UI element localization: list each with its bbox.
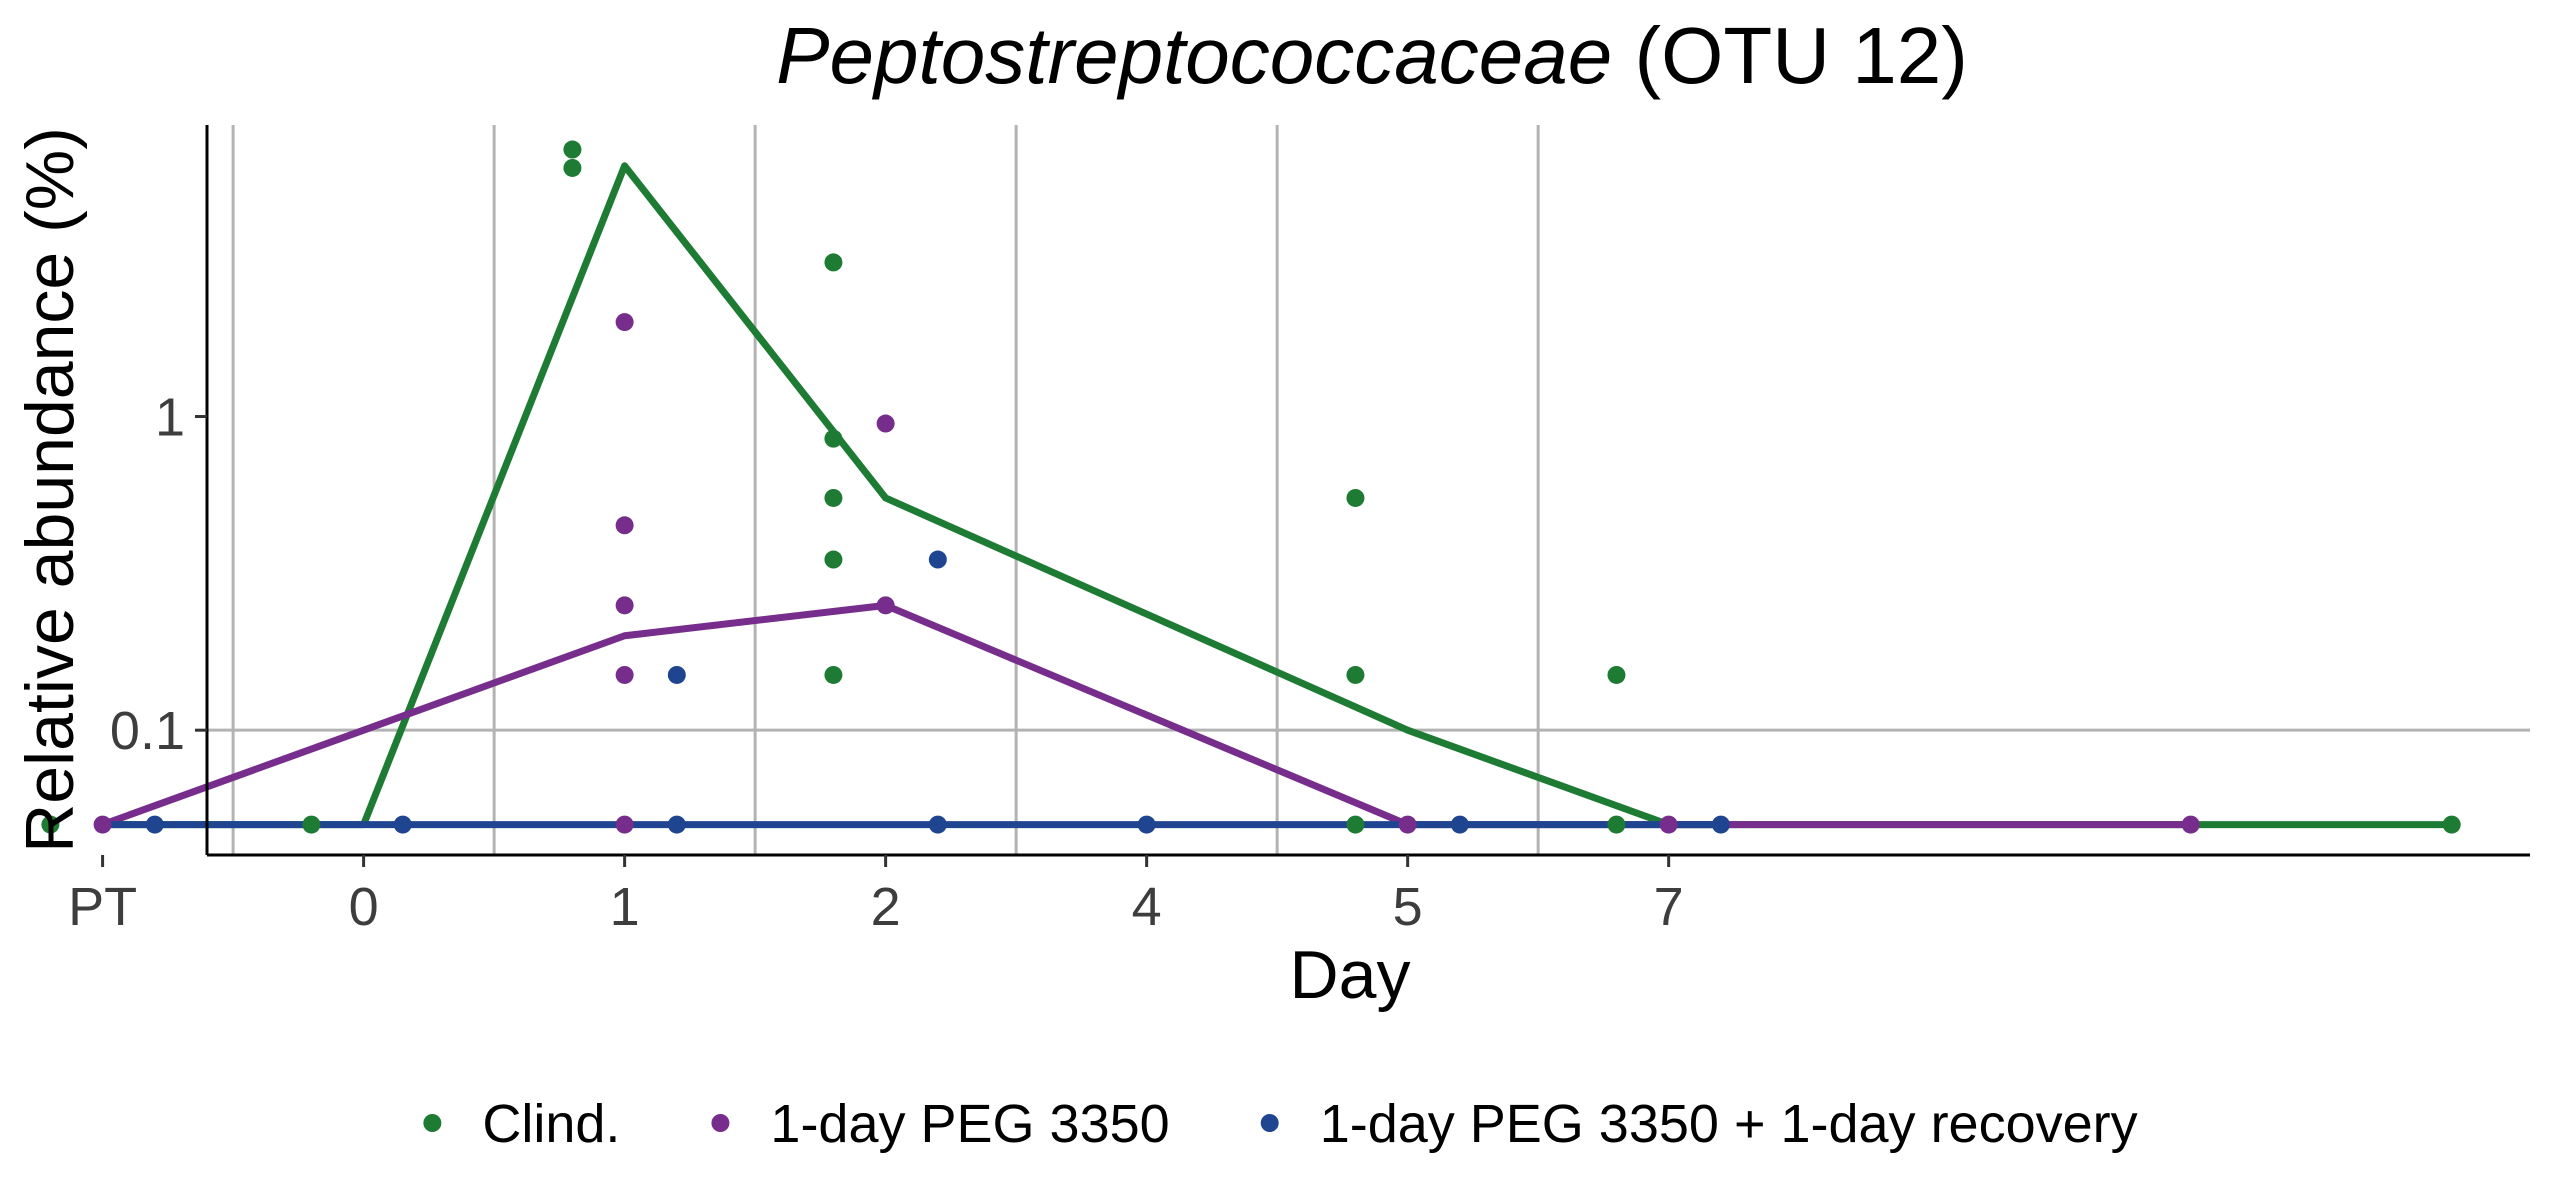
data-point [1607, 665, 1626, 684]
y-tick-label: 1 [155, 388, 185, 448]
data-point [615, 516, 634, 535]
data-point [667, 815, 686, 834]
chart-title-normal: (OTU 12) [1612, 11, 1968, 100]
data-point [876, 596, 895, 615]
data-point [1137, 815, 1156, 834]
data-point [824, 665, 843, 684]
data-point [1398, 815, 1417, 834]
x-axis-title: Day [1290, 937, 1411, 1013]
x-tick-label: 7 [1654, 877, 1684, 937]
data-point [2181, 815, 2200, 834]
x-tick-label: PT [68, 877, 137, 937]
data-point [824, 550, 843, 569]
x-tick-label: 2 [871, 877, 901, 937]
data-point [41, 815, 60, 834]
x-tick-label: 0 [349, 877, 379, 937]
data-point [1711, 815, 1730, 834]
data-point [1607, 815, 1626, 834]
x-tick-label: 5 [1393, 877, 1423, 937]
data-point [2442, 815, 2461, 834]
series-points [41, 140, 2461, 834]
data-point [393, 815, 412, 834]
data-point [563, 140, 582, 159]
data-point [1659, 815, 1678, 834]
chart-title-italic: Peptostreptococcaceae [776, 11, 1612, 100]
data-point [1346, 815, 1365, 834]
data-point [824, 488, 843, 507]
data-point [615, 313, 634, 332]
data-point [876, 414, 895, 433]
axes: 0.1 1 PT 0 1 2 4 5 7 [68, 125, 2530, 937]
y-tick-label: 0.1 [110, 701, 185, 761]
data-point [615, 596, 634, 615]
data-point [93, 815, 112, 834]
data-point [928, 815, 947, 834]
data-point [824, 253, 843, 272]
legend-label: Clind. [482, 1094, 620, 1154]
data-point [563, 158, 582, 177]
data-point [667, 665, 686, 684]
legend-marker [423, 1114, 442, 1132]
data-point [1346, 488, 1365, 507]
legend: Clind. 1-day PEG 3350 1-day PEG 3350 + 1-d… [423, 1094, 2138, 1154]
data-point [1346, 665, 1365, 684]
data-point [615, 815, 634, 834]
legend-item: 1-day PEG 3350 + 1-day recovery [1260, 1094, 2138, 1154]
legend-marker [711, 1114, 730, 1132]
legend-item: 1-day PEG 3350 [711, 1094, 1170, 1154]
y-axis-title: Relative abundance (%) [12, 127, 88, 853]
data-point [1450, 815, 1469, 834]
x-tick-label: 4 [1132, 877, 1162, 937]
legend-label: 1-day PEG 3350 + 1-day recovery [1320, 1094, 2138, 1154]
data-point [145, 815, 164, 834]
data-point [824, 429, 843, 448]
series-line [101, 601, 2191, 829]
x-tick-label: 1 [610, 877, 640, 937]
data-point [928, 550, 947, 569]
grid-layer [207, 125, 2530, 855]
data-point [302, 815, 321, 834]
legend-item: Clind. [423, 1094, 620, 1154]
chart-title: Peptostreptococcaceae (OTU 12) [776, 11, 1968, 100]
data-point [615, 665, 634, 684]
legend-label: 1-day PEG 3350 [770, 1094, 1169, 1154]
legend-marker [1260, 1114, 1279, 1132]
